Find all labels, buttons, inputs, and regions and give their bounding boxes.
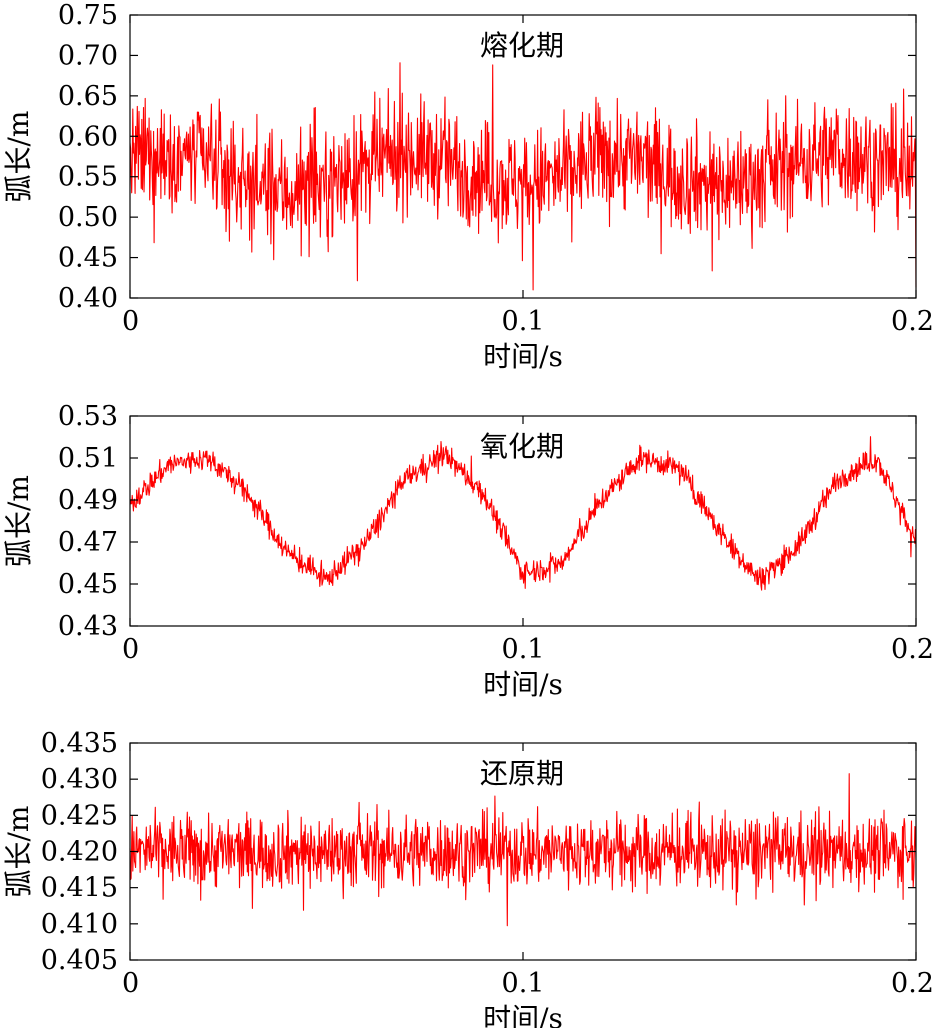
chart-title: 氧化期 [480,430,564,463]
chart-panel-3: 0.405 0.410 0.415 0.420 0.425 0.430 0.435 0 0.1 0… [2,728,934,1028]
y-tick-label: 0.45 [58,243,118,274]
y-axis-label: 弧长/m [2,806,35,898]
y-axis-label: 弧长/m [2,475,35,567]
y-tick-label: 0.50 [58,202,118,233]
y-tick-label: 0.70 [58,40,118,71]
chart-title: 熔化期 [480,29,564,62]
chart-panel-1: 0.40 0.45 0.50 0.55 0.60 0.65 0.70 0.75 0 0.1 0.2 时… [2,0,934,373]
series-line-1 [129,436,917,591]
y-tick-label: 0.45 [58,569,118,600]
x-axis-label: 时间/s [483,340,563,373]
chart-title: 还原期 [480,757,564,790]
y-tick-label: 0.75 [58,0,118,31]
y-tick-label: 0.47 [58,527,118,558]
y-tick-label: 0.53 [58,401,118,432]
y-tick-label: 0.51 [58,443,118,474]
x-tick-label: 0 [122,968,139,999]
y-tick-label: 0.40 [58,283,118,314]
y-tick-label: 0.425 [41,800,118,831]
y-tick-label: 0.430 [41,764,118,795]
chart-panel-2: 0.43 0.45 0.47 0.49 0.51 0.53 0 0.1 0.2 时间/s 弧长/m 氧… [2,401,934,701]
x-tick-label: 0 [122,634,139,665]
y-tick-label: 0.435 [41,728,118,759]
x-axis-label: 时间/s [483,1002,563,1028]
series-line-1 [129,773,917,927]
x-tick-label: 0.2 [891,968,934,999]
y-tick-label: 0.420 [41,837,118,868]
y-tick-label: 0.49 [58,485,118,516]
y-tick-label: 0.410 [41,909,118,940]
x-tick-label: 0.1 [502,634,545,665]
x-tick-label: 0.2 [891,306,934,337]
x-tick-label: 0.1 [502,306,545,337]
x-axis-label: 时间/s [483,668,563,701]
x-tick-label: 0.1 [502,968,545,999]
series-line-1 [129,62,917,291]
y-tick-label: 0.415 [41,873,118,904]
y-tick-label: 0.43 [58,611,118,642]
y-tick-label: 0.55 [58,162,118,193]
x-tick-label: 0.2 [891,634,934,665]
y-tick-label: 0.65 [58,81,118,112]
y-axis-label: 弧长/m [2,111,35,203]
x-tick-label: 0 [122,306,139,337]
y-tick-label: 0.405 [41,945,118,976]
y-tick-label: 0.60 [58,121,118,152]
